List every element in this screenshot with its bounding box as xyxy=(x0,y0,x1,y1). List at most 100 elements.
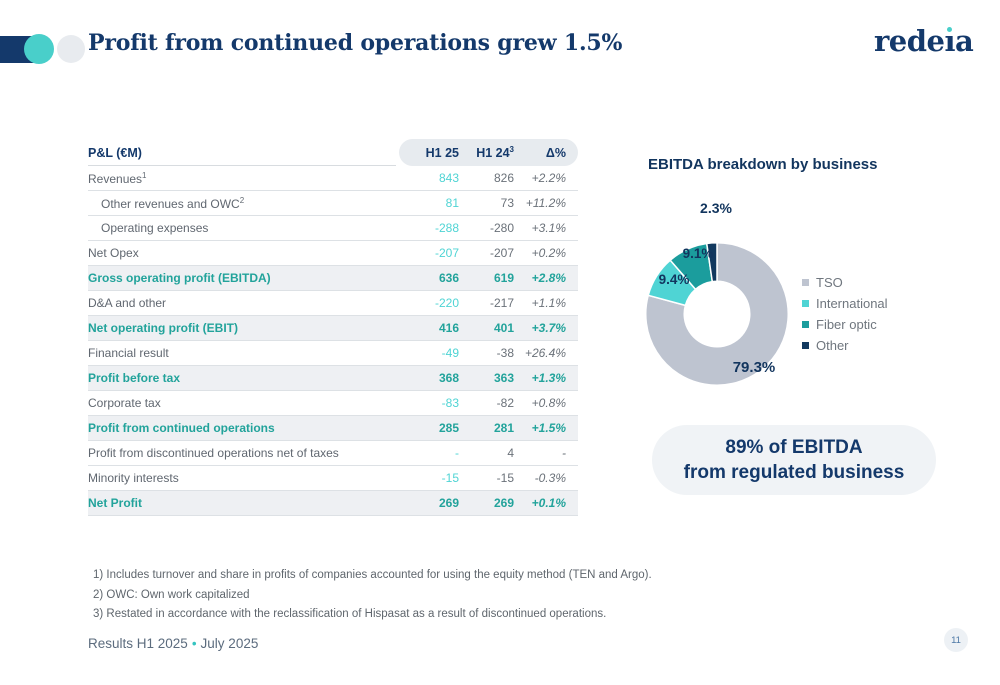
legend-label: International xyxy=(816,295,888,311)
pl-table-row: Profit before tax 368 363 +1.3% xyxy=(88,366,578,391)
h1-24-value: 281 xyxy=(493,421,514,435)
pl-table-body: Revenues1 843 826 +2.2% Other revenues and O… xyxy=(88,166,578,516)
logo-i: ı xyxy=(944,24,955,58)
pl-table-row: Other revenues and OWC2 81 73 +11.2% xyxy=(88,191,578,216)
pl-table-row: Net Profit 269 269 +0.1% xyxy=(88,491,578,516)
row-label: Operating expenses xyxy=(101,221,209,235)
h1-25-value: - xyxy=(455,446,459,460)
donut-slice-other xyxy=(705,241,718,283)
row-label: Profit from discontinued operations net … xyxy=(88,446,339,460)
highlight-box: 89% of EBITDA from regulated business xyxy=(652,425,936,495)
pl-table-row: Gross operating profit (EBITDA) 636 619 +2.… xyxy=(88,266,578,291)
teal-circle-decoration xyxy=(24,34,54,64)
footnote-line: 2) OWC: Own work capitalized xyxy=(93,588,250,601)
row-label: Net Profit xyxy=(88,496,142,510)
h1-24-value: -38 xyxy=(496,346,514,360)
legend-item-tso: TSO xyxy=(802,274,888,290)
pl-table-row: Profit from continued operations 285 281 +1… xyxy=(88,416,578,441)
row-label: Profit before tax xyxy=(88,371,181,385)
redeia-logo: rede ıa xyxy=(874,24,974,58)
h1-25-value: 843 xyxy=(438,171,459,185)
delta-value: +0.2% xyxy=(531,246,566,260)
h1-24-value: -15 xyxy=(496,471,514,485)
delta-value: +11.2% xyxy=(525,196,566,210)
column-header-footnote-ref: 3 xyxy=(509,144,514,154)
page-number-badge: 11 xyxy=(944,628,968,652)
h1-25-value: -49 xyxy=(441,346,459,360)
delta-value: +1.1% xyxy=(531,296,566,310)
logo-text-post: a xyxy=(955,24,974,58)
delta-value: +3.7% xyxy=(531,321,566,335)
h1-25-value: 285 xyxy=(438,421,459,435)
page-title: Profit from continued operations grew 1.… xyxy=(88,30,623,56)
chart-title: EBITDA breakdown by business xyxy=(648,156,878,173)
slice-label-other: 2.3% xyxy=(700,200,732,216)
h1-24-value: -280 xyxy=(489,221,514,235)
h1-24-value: 363 xyxy=(493,371,514,385)
legend-item-international: International xyxy=(802,295,888,311)
slice-label-international: 9.4% xyxy=(658,272,690,287)
delta-value: +26.4% xyxy=(524,346,566,360)
delta-value: +0.1% xyxy=(531,496,566,510)
legend-item-other: Other xyxy=(802,337,888,353)
column-header-delta: Δ% xyxy=(545,145,566,160)
legend-marker-icon xyxy=(802,320,809,328)
logo-teal-dot-icon xyxy=(947,27,953,32)
h1-24-value: -207 xyxy=(489,246,514,260)
delta-value: +3.1% xyxy=(531,221,566,235)
footnote-line: 1) Includes turnover and share in profit… xyxy=(93,569,652,581)
row-label: Gross operating profit (EBITDA) xyxy=(88,271,271,285)
h1-24-value: 73 xyxy=(500,196,514,210)
pl-table-header: P&L (€M) H1 25 H1 243 Δ% xyxy=(88,139,578,166)
logo-text-pre: rede xyxy=(874,24,945,58)
row-label: Financial result xyxy=(88,346,169,360)
delta-value: -0.3% xyxy=(534,471,566,485)
h1-25-value: 416 xyxy=(438,321,459,335)
h1-25-value: -15 xyxy=(441,471,459,485)
footnote-ref: 2 xyxy=(239,195,245,205)
pl-table-title: P&L (€M) xyxy=(88,145,142,160)
footer-left: Results H1 2025 xyxy=(88,636,188,651)
h1-24-value: 826 xyxy=(493,171,514,185)
h1-25-value: 368 xyxy=(438,371,459,385)
h1-25-value: -207 xyxy=(434,246,459,260)
pl-table: P&L (€M) H1 25 H1 243 Δ% Revenues1 843 826… xyxy=(88,139,578,516)
header-columns-pill xyxy=(399,139,578,166)
ebitda-donut-chart xyxy=(645,241,789,386)
delta-value: - xyxy=(562,446,566,460)
footer-bullet-icon: • xyxy=(191,636,197,651)
delta-value: +2.2% xyxy=(531,171,566,185)
footer: Results H1 2025 • July 2025 xyxy=(88,636,258,651)
column-header-h1-25: H1 25 xyxy=(425,145,459,160)
slice-label-tso: 79.3% xyxy=(732,359,776,376)
h1-24-value: 4 xyxy=(507,446,514,460)
logo-dotless-i: ı xyxy=(944,24,955,58)
row-label: Net Opex xyxy=(88,246,139,260)
pl-table-row: Revenues1 843 826 +2.2% xyxy=(88,166,578,191)
row-label: Corporate tax xyxy=(88,396,161,410)
pl-table-row: Operating expenses -288 -280 +3.1% xyxy=(88,216,578,241)
delta-value: +1.5% xyxy=(531,421,566,435)
pl-table-row: Net operating profit (EBIT) 416 401 +3.7% xyxy=(88,316,578,341)
legend-label: Other xyxy=(816,337,849,353)
donut-slice-tso xyxy=(645,241,789,386)
h1-24-value: 619 xyxy=(493,271,514,285)
delta-value: +1.3% xyxy=(531,371,566,385)
row-label: Profit from continued operations xyxy=(88,421,275,435)
h1-25-value: 269 xyxy=(438,496,459,510)
h1-25-value: -288 xyxy=(434,221,459,235)
h1-25-value: 636 xyxy=(438,271,459,285)
h1-24-value: -217 xyxy=(489,296,514,310)
slice-label-fiber-optic: 9.1% xyxy=(682,246,714,261)
gray-circle-decoration xyxy=(57,35,85,63)
h1-25-value: -220 xyxy=(434,296,459,310)
pl-table-row: Net Opex -207 -207 +0.2% xyxy=(88,241,578,266)
legend-label: TSO xyxy=(816,274,843,290)
h1-25-value: -83 xyxy=(441,396,459,410)
row-label: Minority interests xyxy=(88,471,179,485)
column-header-h1-24: H1 243 xyxy=(476,144,514,161)
highlight-line1: 89% of EBITDA xyxy=(725,437,863,458)
chart-legend: TSO International Fiber optic Other xyxy=(802,274,888,358)
footnote-ref: 1 xyxy=(142,170,147,180)
pl-table-row: Minority interests -15 -15 -0.3% xyxy=(88,466,578,491)
